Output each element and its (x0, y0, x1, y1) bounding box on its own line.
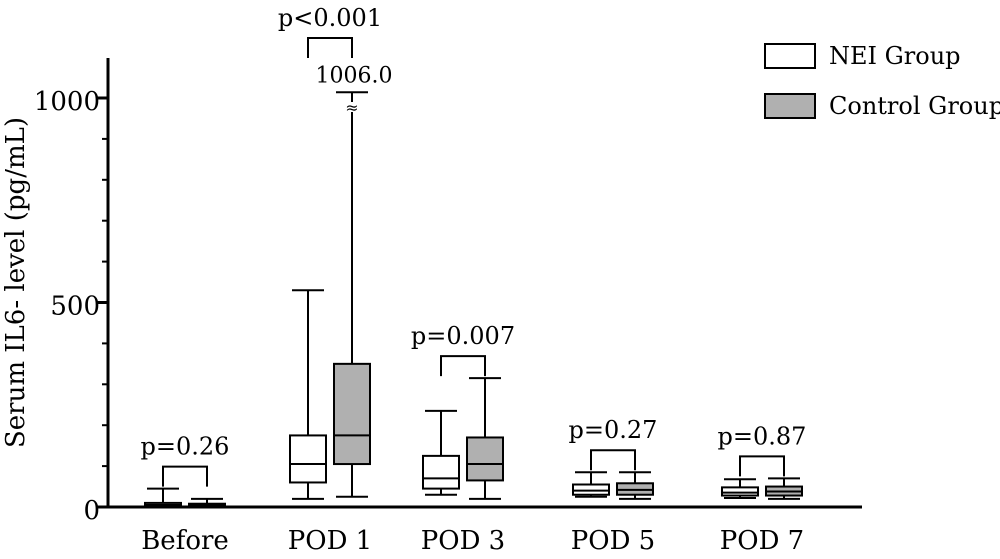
significance-bracket: p<0.001 (278, 4, 382, 58)
iqr-box (422, 454, 460, 490)
box-nei-group (572, 471, 610, 498)
box-control-group: ≈ (333, 91, 371, 498)
bracket-line (590, 449, 636, 471)
bracket-line (739, 455, 785, 477)
significance-bracket: p=0.87 (718, 422, 807, 477)
x-tick-label: POD 5 (571, 526, 655, 556)
box-nei-group (721, 478, 759, 500)
max-value-label: 1006.0 (316, 63, 393, 88)
p-value-label: p=0.87 (718, 422, 807, 450)
p-value-label: p<0.001 (278, 4, 382, 32)
plot-area: ≈1006.0 p=0.26 p<0.001 p=0.007 p=0.27 p=0.87 (141, 4, 807, 508)
legend-label: NEI Group (829, 42, 961, 70)
significance-bracket: p=0.27 (569, 416, 658, 471)
axis-break-gap (346, 102, 358, 112)
y-tick-label: 500 (50, 292, 100, 322)
x-tick-label: Before (141, 526, 229, 556)
p-value-label: p=0.27 (569, 416, 658, 444)
x-tick-label: POD 1 (288, 526, 372, 556)
iqr-box (721, 486, 759, 497)
box-control-group (765, 477, 803, 500)
bracket-line (440, 355, 486, 377)
box-control-group (466, 377, 504, 500)
p-value-label: p=0.26 (141, 433, 230, 461)
legend: NEI Group Control Group (764, 42, 1000, 120)
y-tick-label: 0 (83, 496, 100, 526)
y-axis: 0 500 1000 (34, 58, 110, 526)
x-tick-label: POD 3 (421, 526, 505, 556)
x-axis: Before POD 1 POD 3 POD 5 POD 7 (108, 505, 862, 556)
p-value-label: p=0.007 (411, 322, 515, 350)
legend-label: Control Group (829, 92, 1000, 120)
bracket-line (162, 465, 208, 487)
y-tick-label: 1000 (34, 87, 100, 117)
y-axis-title: Serum IL6- level (pg/mL) (1, 117, 31, 448)
box-nei-group (144, 487, 182, 508)
significance-bracket: p=0.26 (141, 433, 230, 487)
legend-swatch (764, 43, 816, 69)
significance-bracket: p=0.007 (411, 322, 515, 377)
iqr-box (572, 483, 610, 496)
x-tick-label: POD 7 (720, 526, 804, 556)
iqr-box (466, 436, 504, 482)
box-nei-group (422, 409, 460, 496)
legend-swatch (764, 93, 816, 119)
box-control-group (616, 471, 654, 500)
bracket-line (307, 37, 353, 58)
axis-break-marker: ≈ (345, 98, 358, 117)
iqr-box (333, 362, 371, 466)
box-nei-group (289, 289, 327, 500)
iqr-box (289, 434, 327, 484)
